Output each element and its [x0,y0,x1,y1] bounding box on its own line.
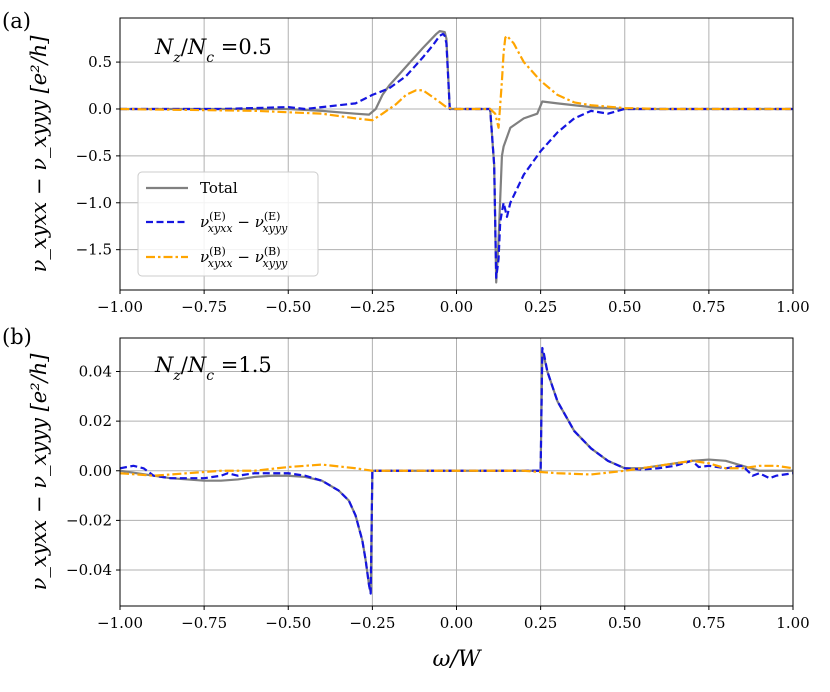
legend-label-B: ν(B) xyxx − ν(B) xyyy [200,245,288,270]
panel-a-series [119,30,793,284]
panel-a-ytick-label-1: −1.0 [76,194,112,212]
panel-b-xtick-label-4: 0.00 [440,614,473,632]
panel-a-ytick-label-4: 0.5 [88,53,112,71]
panel-a-xtick-label-4: 0.00 [440,298,473,316]
panel-b-xtick-label-7: 0.75 [692,614,725,632]
panel-b-ytick-label-1: −0.02 [66,511,112,529]
panel-a-xtick-label-3: −0.25 [349,298,395,316]
panel-b-ratio-annotation: Nz/Nc =1.5 [154,353,272,384]
panel-b-ytick-label-2: 0.00 [79,462,112,480]
legend-label-E: ν(E) xyxx − ν(E) xyyy [200,210,288,235]
panel-a-xtick-label-2: −0.50 [265,298,311,316]
panel-a-xtick-label-1: −0.75 [181,298,227,316]
panel-b-ytick-label-4: 0.04 [79,363,112,381]
panel-a-ytick-label-0: −1.5 [76,241,112,259]
panel-a-ylabel-text: ν_xyxx − ν_xyyy [e²/h] [27,35,51,273]
panel-a: −1.00 −0.75 −0.50 −0.25 0.00 0.25 0.50 0.75 1.00… [2,9,810,316]
panel-b-ytick-label-3: 0.02 [79,412,112,430]
panel-b-xtick-label-5: 0.25 [524,614,557,632]
panel-a-ytick-label-3: 0.0 [88,100,112,118]
panel-b-xtick-label-0: −1.00 [97,614,143,632]
panel-b-ytick-label-0: −0.04 [66,561,112,579]
panel-b-label: (b) [2,325,32,349]
panel-b-series [119,346,794,595]
panel-a-xtick-label-6: 0.50 [608,298,641,316]
panel-b-xtick-label-1: −0.75 [181,614,227,632]
panel-b-ticks: −1.00 −0.75 −0.50 −0.25 0.00 0.25 0.50 0.75 1.00… [66,363,810,633]
panel-b: −1.00 −0.75 −0.50 −0.25 0.00 0.25 0.50 0.75 1.00… [2,325,810,672]
panel-b-ylabel-text: ν_xyxx − ν_xyyy [e²/h] [27,353,51,591]
panel-b-xtick-label-6: 0.50 [608,614,641,632]
panel-a-series-E [120,32,793,279]
panel-a-ratio-annotation: Nz/Nc =0.5 [154,35,272,66]
panel-a-xtick-label-5: 0.25 [524,298,557,316]
panel-a-ticks: −1.00 −0.75 −0.50 −0.25 0.00 0.25 0.50 0.75 1.00… [76,53,810,316]
panel-b-grid [119,338,794,606]
panel-a-xtick-label-0: −1.00 [97,298,143,316]
panel-b-y-axis-label: ν_xyxx − ν_xyyy [e²/h] [27,353,51,591]
legend: Total ν(E) xyxx − ν(E) xyyy ν(B) xyxx − ν(B) x… [137,171,319,277]
panel-b-xtick-label-2: −0.50 [265,614,311,632]
legend-box [137,171,319,277]
x-axis-label-text: ω/W [433,647,483,672]
panel-b-series-B [119,459,794,477]
x-axis-label: ω/W [433,647,483,672]
legend-label-total: Total [200,179,238,197]
panel-b-xtick-label-8: 1.00 [776,614,809,632]
panel-b-xtick-label-3: −0.25 [349,614,395,632]
panel-a-series-B [119,34,793,129]
panel-a-xtick-label-8: 1.00 [776,298,809,316]
panel-a-label: (a) [2,9,31,33]
panel-a-xtick-label-7: 0.75 [692,298,725,316]
panel-a-y-axis-label: ν_xyxx − ν_xyyy [e²/h] [27,35,51,273]
panel-a-ytick-label-2: −0.5 [76,147,112,165]
